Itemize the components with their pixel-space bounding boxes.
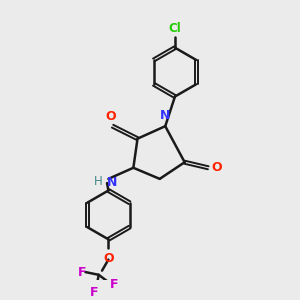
- Text: O: O: [212, 161, 222, 174]
- Text: F: F: [78, 266, 86, 279]
- Text: O: O: [103, 252, 114, 265]
- Text: O: O: [106, 110, 116, 123]
- Text: F: F: [110, 278, 118, 291]
- Text: F: F: [90, 286, 99, 299]
- Text: Cl: Cl: [169, 22, 181, 35]
- Text: N: N: [160, 109, 170, 122]
- Text: N: N: [106, 176, 117, 189]
- Text: H: H: [94, 175, 103, 188]
